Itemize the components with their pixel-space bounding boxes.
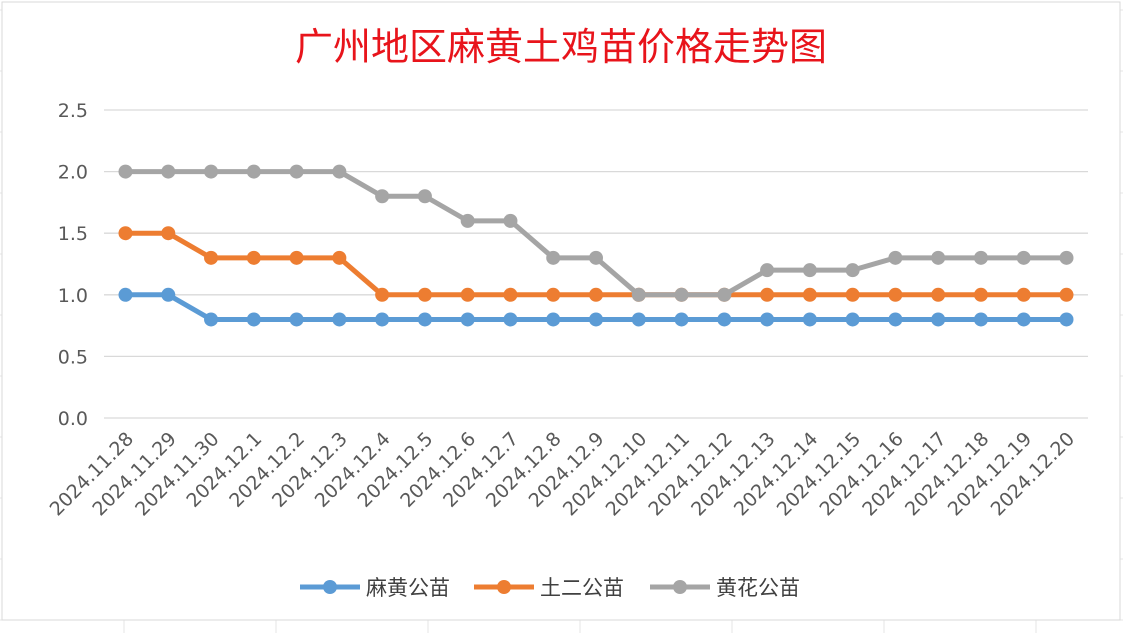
series-point [717, 287, 732, 302]
series-point [845, 312, 860, 327]
series-3 [118, 164, 1074, 302]
series-point [973, 250, 988, 265]
series-point [204, 250, 219, 265]
legend-swatch-marker [673, 580, 687, 594]
series-point [802, 263, 817, 278]
y-tick-label: 2.5 [58, 100, 88, 122]
series-point [503, 213, 518, 228]
series-point [118, 287, 133, 302]
series-point [717, 312, 732, 327]
series-point [417, 287, 432, 302]
series-point [375, 287, 390, 302]
series-point [1016, 312, 1031, 327]
series-point [631, 312, 646, 327]
series-point [204, 164, 219, 179]
series-point [246, 250, 261, 265]
series-point [888, 287, 903, 302]
series-point [161, 226, 176, 241]
series-point [246, 312, 261, 327]
series-point [1059, 312, 1074, 327]
series-point [289, 164, 304, 179]
series-point [1016, 287, 1031, 302]
series-point [460, 287, 475, 302]
series-point [802, 312, 817, 327]
series-point [760, 263, 775, 278]
y-tick-label: 0.0 [58, 408, 88, 430]
legend-swatch-marker [497, 580, 511, 594]
series-point [589, 250, 603, 265]
series-point [161, 164, 176, 179]
series-point [674, 287, 689, 302]
series-point [546, 312, 561, 327]
series-1 [118, 287, 1074, 327]
series-point [118, 164, 133, 179]
series-point [973, 312, 988, 327]
y-tick-label: 0.5 [58, 346, 88, 368]
series-point [417, 189, 432, 204]
series-point [546, 287, 561, 302]
legend-label: 土二公苗 [540, 576, 624, 600]
series-point [460, 312, 475, 327]
series-point [503, 287, 518, 302]
series-point [931, 250, 946, 265]
series-point [760, 312, 775, 327]
series-point [375, 189, 390, 204]
chart-area [1, 1, 1121, 621]
y-tick-label: 1.0 [58, 285, 88, 307]
y-tick-label: 2.0 [58, 162, 88, 184]
legend: 麻黄公苗 土二公苗 黄花公苗 [300, 576, 800, 600]
series-point [460, 213, 475, 228]
series-point [888, 312, 903, 327]
legend-label: 黄花公苗 [716, 576, 800, 600]
series-point [931, 312, 946, 327]
series-point [289, 250, 304, 265]
series-point [204, 312, 219, 327]
series-point [332, 164, 347, 179]
series-point [931, 287, 946, 302]
series-point [289, 312, 304, 327]
legend-label: 麻黄公苗 [366, 576, 450, 600]
series-point [802, 287, 817, 302]
series-point [845, 263, 860, 278]
series-point [888, 250, 903, 265]
chart-title: 广州地区麻黄土鸡苗价格走势图 [295, 25, 827, 69]
series-point [332, 312, 347, 327]
series-point [1016, 250, 1031, 265]
series-point [161, 287, 176, 302]
series-point [503, 312, 518, 327]
series-point [589, 287, 603, 302]
series-point [845, 287, 860, 302]
legend-swatch-marker [323, 580, 337, 594]
y-axis-ticks: 0.0 0.5 1.0 1.5 2.0 2.5 [58, 100, 88, 430]
series-point [1059, 287, 1074, 302]
series-point [631, 287, 646, 302]
series-point [760, 287, 775, 302]
y-tick-label: 1.5 [58, 223, 88, 245]
series-point [674, 312, 689, 327]
series-point [332, 250, 347, 265]
series-2 [118, 226, 1074, 302]
series-point [589, 312, 603, 327]
series-point [417, 312, 432, 327]
series-point [375, 312, 390, 327]
series-point [118, 226, 133, 241]
series-point [546, 250, 561, 265]
series-point [1059, 250, 1074, 265]
series-point [973, 287, 988, 302]
series-layer [118, 164, 1074, 327]
series-point [246, 164, 261, 179]
